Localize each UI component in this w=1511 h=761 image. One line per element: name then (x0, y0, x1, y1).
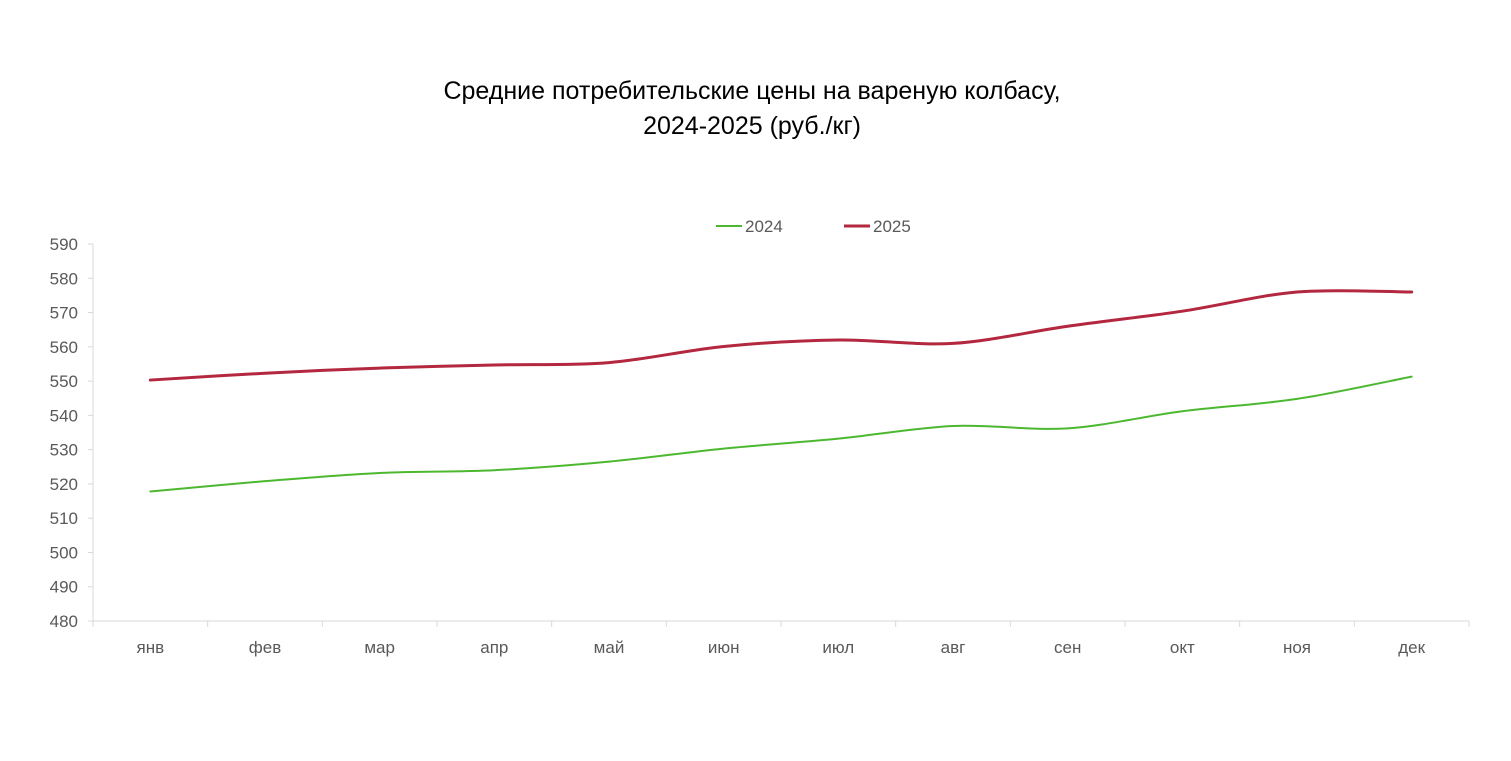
y-tick-label: 540 (50, 406, 78, 425)
chart-title: Средние потребительские цены на вареную … (443, 77, 1060, 140)
x-tick-label: сен (1054, 638, 1081, 657)
legend-label: 2024 (745, 217, 783, 236)
legend-label: 2025 (873, 217, 911, 236)
series-line-2025 (150, 291, 1411, 380)
y-tick-label: 560 (50, 338, 78, 357)
legend-item-2024: 2024 (716, 217, 783, 236)
y-tick-label: 570 (50, 304, 78, 323)
y-tick-label: 530 (50, 441, 78, 460)
x-tick-label: мар (364, 638, 395, 657)
y-tick-label: 510 (50, 509, 78, 528)
x-tick-label: июл (822, 638, 854, 657)
y-tick-label: 580 (50, 269, 78, 288)
x-tick-label: фев (249, 638, 281, 657)
x-tick-label: апр (480, 638, 508, 657)
x-tick-label: май (594, 638, 625, 657)
y-tick-label: 480 (50, 612, 78, 631)
chart-title-line-2: 2024-2025 (руб./кг) (643, 112, 861, 140)
chart-title-line-1: Средние потребительские цены на вареную … (443, 77, 1060, 105)
series-line-2024 (150, 377, 1411, 492)
y-tick-label: 500 (50, 543, 78, 562)
y-tick-label: 590 (50, 235, 78, 254)
x-tick-label: янв (137, 638, 165, 657)
x-tick-label: ноя (1283, 638, 1311, 657)
y-tick-label: 490 (50, 578, 78, 597)
series-2024 (150, 377, 1412, 492)
x-tick-label: авг (941, 638, 966, 657)
x-tick-label: июн (708, 638, 740, 657)
legend-item-2025: 2025 (844, 217, 911, 236)
x-tick-label: дек (1398, 638, 1425, 657)
y-tick-label: 520 (50, 475, 78, 494)
x-tick-label: окт (1170, 638, 1195, 657)
legend: 2024 2025 (716, 217, 911, 236)
y-tick-label: 550 (50, 372, 78, 391)
series-layer (150, 291, 1412, 492)
series-2025 (150, 291, 1412, 381)
